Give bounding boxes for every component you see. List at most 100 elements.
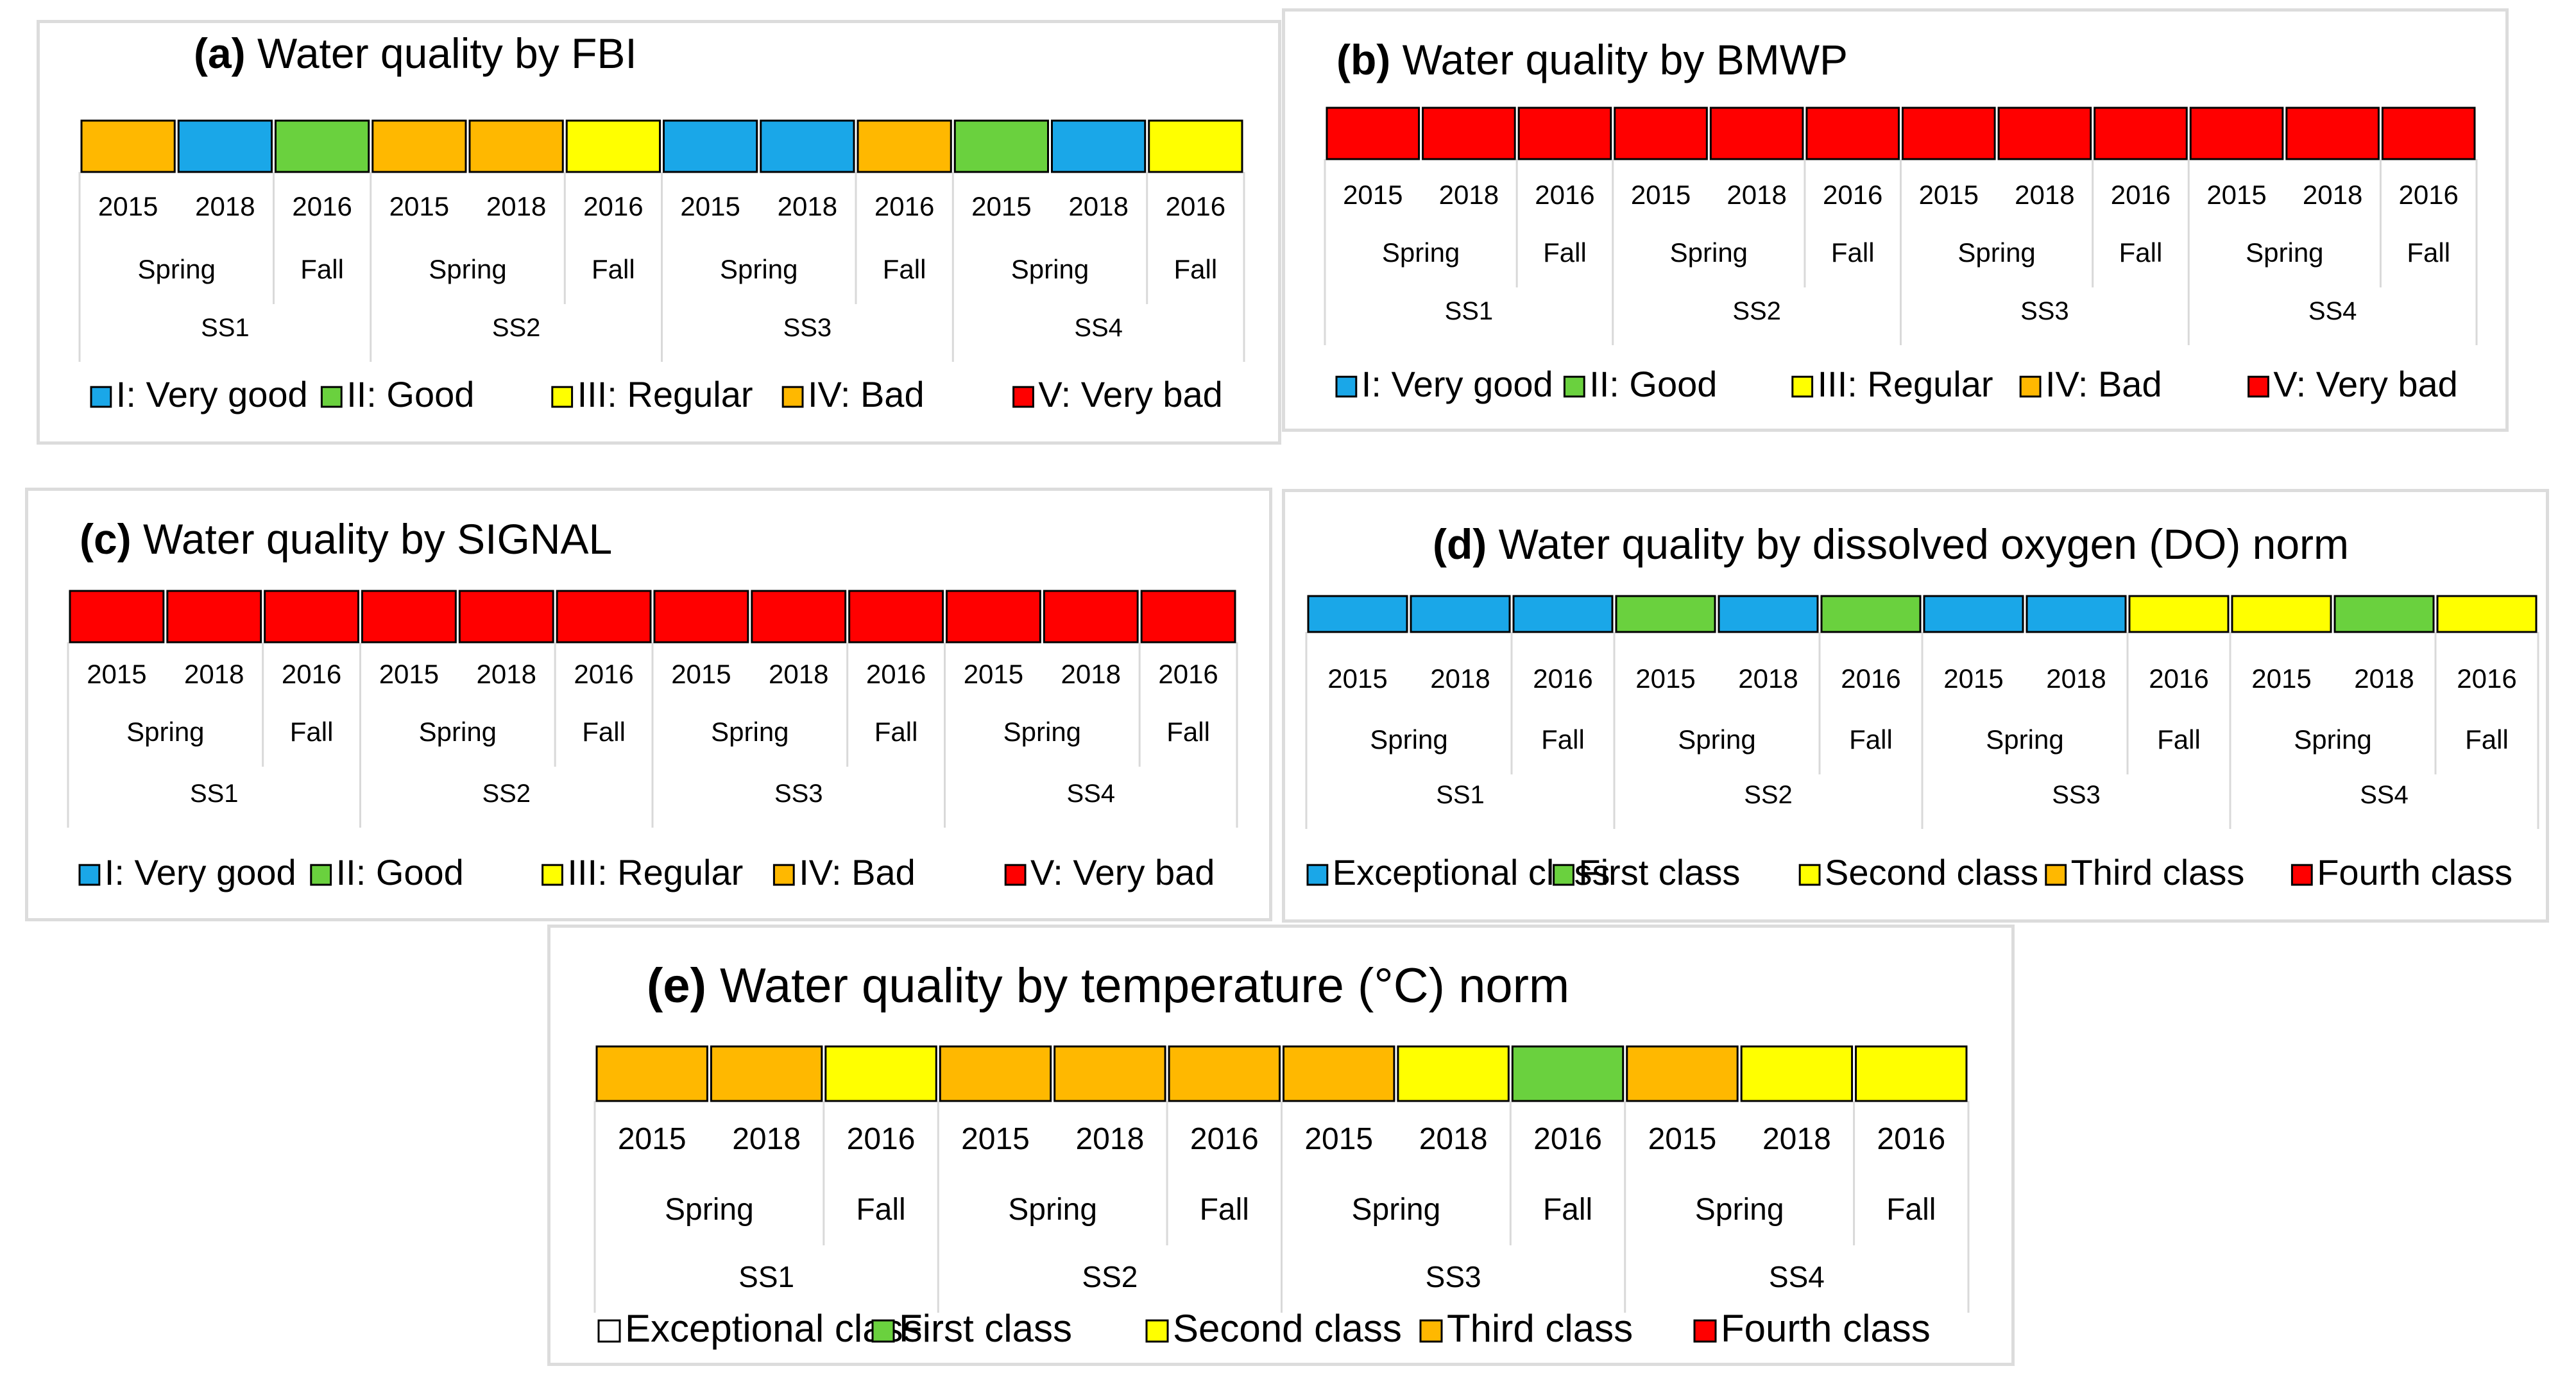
year-label: 2018	[778, 191, 837, 221]
year-label: 2018	[184, 659, 244, 689]
class-cell	[1283, 1045, 1395, 1102]
legend-swatch	[1693, 1319, 1717, 1343]
legend-swatch	[1791, 375, 1814, 398]
season-label: Fall	[1174, 254, 1218, 284]
chart-title-text: Water quality by FBI	[246, 30, 637, 77]
year-label: 2018	[1061, 659, 1121, 689]
legend-label: III: Regular	[567, 852, 743, 892]
year-label: 2015	[961, 1122, 1030, 1156]
chart-title-prefix: (a)	[194, 30, 246, 77]
legend-label: III: Regular	[577, 374, 753, 414]
legend-label: II: Good	[1589, 364, 1717, 404]
year-label: 2015	[964, 659, 1023, 689]
year-label: 2016	[1533, 1122, 1602, 1156]
season-label: Fall	[300, 254, 344, 284]
season-label: Spring	[419, 717, 497, 747]
season-label: Spring	[2246, 237, 2323, 268]
legend-label: First class	[899, 1307, 1072, 1350]
year-label: 2018	[2303, 180, 2362, 210]
year-label: 2018	[2046, 663, 2106, 694]
year-label: 2016	[1535, 180, 1594, 210]
chart-panel-a: (a) Water quality by FBI 2015 2018 2016 2015…	[37, 20, 1281, 445]
chart-svg-b: (b) Water quality by BMWP 2015 2018 2016 201…	[1324, 36, 2478, 404]
chart-title-prefix: (d)	[1433, 520, 1487, 568]
year-label: 2018	[1075, 1122, 1144, 1156]
year-label: 2015	[1919, 180, 1979, 210]
year-label: 2016	[1533, 663, 1592, 694]
chart-title-e: (e) Water quality by temperature (°C) no…	[647, 959, 1569, 1013]
chart-svg-e: (e) Water quality by temperature (°C) no…	[593, 959, 1970, 1350]
season-label: Fall	[582, 717, 626, 747]
season-label: Spring	[1382, 237, 1460, 268]
legend-label: Second class	[1825, 852, 2038, 892]
chart-title-text: Water quality by BMWP	[1390, 36, 1848, 83]
year-label: 2015	[1943, 663, 2003, 694]
year-label: 2018	[1738, 663, 1798, 694]
site-label: SS4	[1074, 314, 1123, 342]
season-label: Fall	[856, 1193, 905, 1227]
season-label: Fall	[2465, 724, 2509, 755]
class-cell	[2333, 595, 2435, 633]
class-cell	[1923, 595, 2024, 633]
legend-label: V: Very bad	[1030, 852, 1215, 892]
legend-label: IV: Bad	[808, 374, 925, 414]
legend-label: I: Very good	[116, 374, 308, 414]
year-label: 2015	[389, 191, 449, 221]
year-label: 2015	[87, 659, 146, 689]
year-label: 2016	[866, 659, 926, 689]
year-label: 2015	[671, 659, 731, 689]
site-label: SS2	[1082, 1260, 1138, 1293]
legend-label: IV: Bad	[799, 852, 916, 892]
chart-panel-b: (b) Water quality by BMWP 2015 2018 2016 201…	[1282, 8, 2509, 432]
year-label: 2016	[574, 659, 633, 689]
year-label: 2016	[847, 1122, 916, 1156]
year-label: 2016	[282, 659, 341, 689]
season-label: Spring	[720, 254, 798, 284]
legend-swatch	[1553, 864, 1574, 886]
year-label: 2016	[2457, 663, 2516, 694]
season-label: Spring	[1352, 1193, 1441, 1227]
site-label: SS4	[1066, 780, 1115, 808]
class-cell	[1997, 107, 2092, 160]
legend-swatch	[597, 1319, 621, 1343]
class-cell	[1615, 595, 1716, 633]
season-label: Fall	[1886, 1193, 1936, 1227]
year-label: 2015	[2251, 663, 2311, 694]
year-label: 2016	[583, 191, 643, 221]
year-label: 2018	[195, 191, 255, 221]
class-cell	[166, 590, 262, 644]
season-label: Spring	[2294, 724, 2371, 755]
class-cell	[953, 119, 1049, 173]
class-cell	[2189, 107, 2284, 160]
legend-swatch	[871, 1319, 895, 1343]
year-label: 2018	[477, 659, 536, 689]
season-label: Fall	[883, 254, 926, 284]
chart-title-b: (b) Water quality by BMWP	[1336, 36, 1848, 83]
legend-label: Second class	[1173, 1307, 1402, 1350]
chart-title-prefix: (c)	[80, 515, 132, 563]
year-label: 2015	[1635, 663, 1695, 694]
season-label: Fall	[1166, 717, 1210, 747]
year-label: 2016	[2149, 663, 2208, 694]
year-label: 2015	[971, 191, 1031, 221]
class-cell	[177, 119, 273, 173]
season-label: Fall	[290, 717, 334, 747]
legend-swatch	[78, 864, 101, 886]
year-label: 2018	[1727, 180, 1786, 210]
legend-label: IV: Bad	[2045, 364, 2162, 404]
site-label: SS3	[2020, 297, 2069, 325]
chart-svg-c: (c) Water quality by SIGNAL 2015 2018 2016 2…	[67, 515, 1238, 892]
site-label: SS2	[1732, 297, 1781, 325]
season-label: Spring	[1695, 1193, 1784, 1227]
class-cell	[1043, 590, 1139, 644]
class-cell	[857, 119, 952, 173]
class-cell	[848, 590, 944, 644]
site-label: SS3	[783, 314, 832, 342]
chart-svg-d: (d) Water quality by dissolved oxygen (D…	[1305, 520, 2539, 892]
chart-title-prefix: (e)	[647, 959, 706, 1013]
class-cell	[1855, 1045, 1968, 1102]
class-cell	[264, 590, 359, 644]
site-label: SS1	[201, 314, 250, 342]
class-cell	[1820, 595, 1922, 633]
legend-swatch	[1306, 864, 1329, 886]
